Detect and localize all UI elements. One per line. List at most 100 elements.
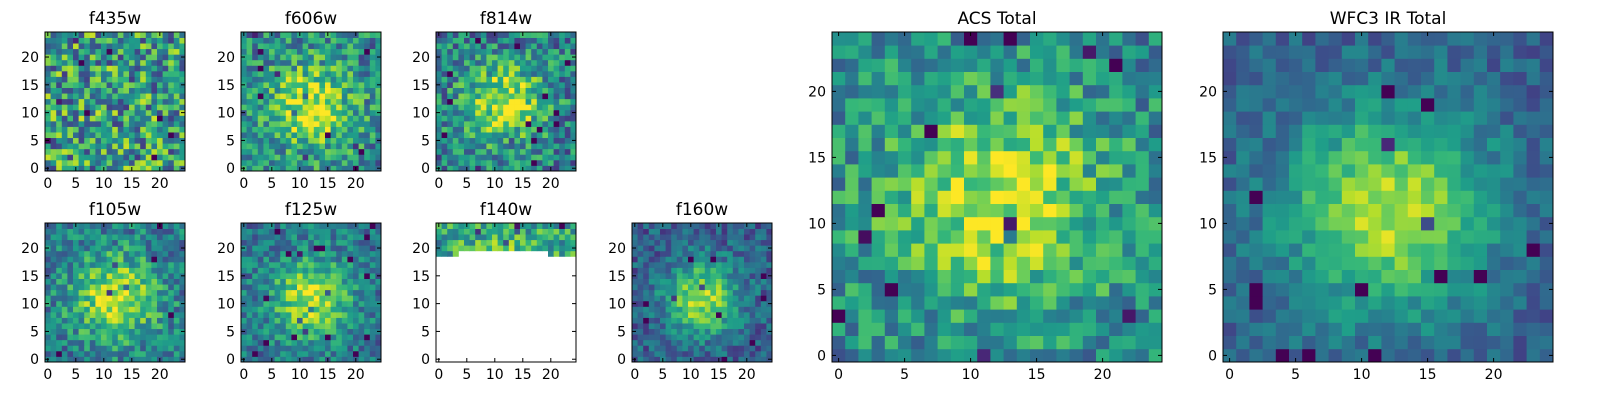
heatmap-cell <box>924 137 938 152</box>
heatmap-cell <box>480 98 487 105</box>
heatmap-cell <box>280 339 287 346</box>
heatmap-cell <box>280 284 287 291</box>
heatmap-cell <box>269 93 275 100</box>
heatmap-cell <box>911 230 925 244</box>
heatmap-cell <box>151 165 158 172</box>
heatmap-cell <box>173 356 180 363</box>
heatmap-cell <box>61 59 68 66</box>
heatmap-cell <box>73 59 79 66</box>
plot-frame <box>831 31 1163 363</box>
heatmap-cell <box>469 76 476 83</box>
heatmap-cell <box>269 109 275 116</box>
heatmap-cell <box>1328 256 1343 270</box>
heatmap-cell <box>648 228 655 235</box>
heatmap-cell <box>503 143 510 150</box>
heatmap-cell <box>347 345 354 352</box>
heatmap-cell <box>441 239 448 246</box>
heatmap-cell <box>145 82 152 88</box>
heatmap-cell <box>1148 348 1163 363</box>
heatmap-cell <box>977 124 991 138</box>
heatmap-cell <box>1447 335 1461 350</box>
heatmap-cell <box>553 126 560 133</box>
heatmap-cell <box>117 311 124 318</box>
heatmap-cell <box>95 278 102 285</box>
heatmap-cell <box>274 267 281 274</box>
heatmap-cell <box>325 120 331 127</box>
heatmap-cell <box>95 228 102 235</box>
heatmap-cell <box>964 137 978 152</box>
heatmap-cell <box>452 54 459 61</box>
heatmap-cell <box>660 256 666 263</box>
heatmap-cell <box>464 148 470 155</box>
heatmap-cell <box>280 234 287 241</box>
heatmap-cell <box>744 284 750 291</box>
heatmap-cell <box>313 154 320 161</box>
heatmap-cell <box>480 37 487 44</box>
heatmap-cell <box>325 70 331 77</box>
heatmap-cell <box>531 104 538 111</box>
heatmap-cell <box>1539 348 1554 363</box>
heatmap-cell <box>832 256 846 270</box>
heatmap-cell <box>458 43 465 50</box>
heatmap-cell <box>157 345 163 352</box>
heatmap-cell <box>145 148 152 155</box>
heatmap-cell <box>173 256 180 263</box>
heatmap-cell <box>173 328 180 335</box>
heatmap-cell <box>84 48 91 55</box>
heatmap-cell <box>151 87 158 94</box>
heatmap-cell <box>302 132 309 139</box>
heatmap-cell <box>475 43 482 50</box>
heatmap-cell <box>1056 203 1070 218</box>
heatmap-cell <box>727 278 734 285</box>
heatmap-cell <box>364 154 371 161</box>
heatmap-cell <box>548 143 554 150</box>
heatmap-cell <box>648 339 655 346</box>
heatmap-cell <box>313 328 320 335</box>
y-tick-label: 0 <box>617 352 626 368</box>
heatmap-cell <box>145 37 152 44</box>
heatmap-cell <box>1030 111 1044 125</box>
heatmap-cell <box>648 273 655 279</box>
heatmap-cell <box>101 250 107 257</box>
heatmap-cell <box>492 120 498 127</box>
heatmap-cell <box>140 98 147 105</box>
heatmap-cell <box>950 111 965 125</box>
heatmap-cell <box>950 216 965 231</box>
heatmap-cell <box>89 59 96 66</box>
heatmap-cell <box>1069 203 1084 218</box>
heatmap-cell <box>129 250 135 257</box>
heatmap-cell <box>475 132 482 139</box>
heatmap-cell <box>140 82 147 88</box>
heatmap-cell <box>654 311 661 318</box>
heatmap-cell <box>749 306 756 313</box>
heatmap-cell <box>1069 348 1084 363</box>
heatmap-cell <box>492 126 498 133</box>
heatmap-cell <box>1302 335 1316 350</box>
heatmap-cell <box>710 267 717 274</box>
heatmap-cell <box>313 132 320 139</box>
heatmap-cell <box>1109 164 1123 178</box>
heatmap-cell <box>157 59 163 66</box>
heatmap-cell <box>347 87 354 94</box>
heatmap-cell <box>469 239 476 246</box>
heatmap-cell <box>297 245 303 252</box>
heatmap-cell <box>564 148 571 155</box>
heatmap-cell <box>937 124 952 138</box>
heatmap-cell <box>436 228 442 235</box>
heatmap-cell <box>1016 256 1031 270</box>
heatmap-cell <box>637 228 644 235</box>
heatmap-cell <box>364 98 371 105</box>
heatmap-cell <box>1030 309 1044 323</box>
heatmap-cell <box>263 234 270 241</box>
heatmap-cell <box>447 234 454 241</box>
heatmap-cell <box>269 70 275 77</box>
heatmap-cell <box>106 59 113 66</box>
heatmap-cell <box>112 228 119 235</box>
heatmap-cell <box>671 328 678 335</box>
heatmap-cell <box>291 43 298 50</box>
heatmap-cell <box>727 223 734 229</box>
heatmap-cell <box>308 245 315 252</box>
heatmap-cell <box>252 87 259 94</box>
heatmap-cell <box>508 115 515 122</box>
